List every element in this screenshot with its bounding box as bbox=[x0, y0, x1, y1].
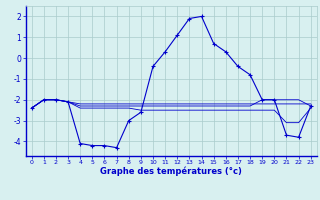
X-axis label: Graphe des températures (°c): Graphe des températures (°c) bbox=[100, 167, 242, 176]
